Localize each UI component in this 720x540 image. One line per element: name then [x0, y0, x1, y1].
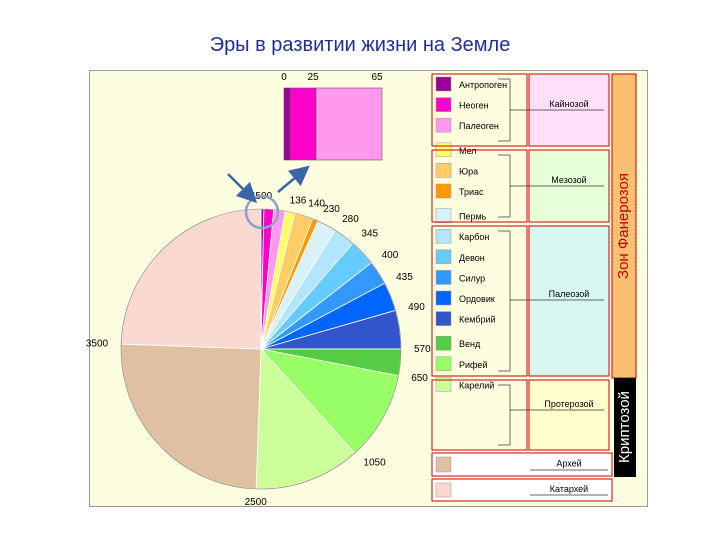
legend-swatch [435, 183, 452, 199]
era-label: Палеозой [549, 289, 590, 299]
legend-label: Рифей [459, 360, 487, 370]
era-label: Протерозой [544, 399, 593, 409]
pie-tick-label: 136 [290, 196, 307, 207]
pie-tick-label: 570 [414, 344, 431, 355]
legend-swatch [435, 117, 452, 133]
era-box [528, 379, 610, 451]
inset-segment-2 [315, 87, 383, 161]
legend-swatch [435, 311, 452, 326]
legend-label: Карелий [459, 380, 494, 390]
legend-swatch [435, 249, 452, 265]
pie-tick-label: 345 [361, 229, 378, 240]
pie-tick-label: 230 [323, 204, 340, 215]
legend-label: Неоген [459, 101, 489, 111]
legend-swatch [435, 228, 452, 244]
era-label: Мезозой [551, 175, 586, 185]
legend-label: Антропоген [459, 80, 507, 90]
legend-swatch [435, 163, 452, 178]
pie-tick-label: 435 [396, 272, 413, 283]
pie-tick-label: 2500 [245, 497, 268, 508]
legend-label: Пермь [459, 212, 487, 222]
legend-label: Силур [459, 273, 485, 283]
era-label: Катархей [550, 484, 588, 494]
pie-slice-15 [120, 343, 262, 490]
era-box [431, 478, 613, 502]
legend-swatch [435, 76, 452, 92]
pie-tick-label: 280 [342, 214, 359, 225]
legend-swatch [435, 356, 452, 372]
eon-label: Зон Фанерозоя [615, 173, 632, 279]
pie-tick-label: 650 [411, 373, 428, 384]
legend-swatch [435, 377, 452, 392]
era-label: Кайнозой [549, 99, 588, 109]
era-label: Архей [556, 459, 581, 469]
legend-label: Ордовик [459, 294, 495, 304]
legend-label: Триас [459, 187, 484, 197]
inset-segment-1 [289, 87, 317, 161]
eon-label: Криптозой [616, 391, 633, 463]
inset-label: 25 [307, 72, 319, 83]
zoom-circle [244, 194, 280, 230]
legend-label: Кембрий [459, 315, 496, 325]
legend-label: Палеоген [459, 121, 499, 131]
zoom-arrow-left [227, 173, 258, 204]
chart-title: Эры в развитии жизни на Земле [209, 34, 511, 56]
legend-swatch [435, 290, 452, 306]
era-box [528, 225, 610, 377]
legend-label: Карбон [459, 232, 489, 242]
inset-segment-0 [283, 87, 291, 161]
legend-label: Венд [459, 339, 481, 349]
eon-bar-cryptozoic [614, 378, 636, 477]
pie-tick-label: 490 [408, 302, 425, 313]
eon-bar-phanerozoic [611, 73, 637, 379]
pie-tick-label: 400 [382, 250, 399, 261]
zoom-arrow-right [277, 165, 310, 193]
legend-swatch [435, 97, 452, 112]
pie-tick-label: 3500 [86, 339, 109, 350]
legend-swatch [435, 335, 452, 351]
inset-label: 65 [371, 72, 383, 83]
legend-swatch [435, 456, 452, 473]
legend-label: Мел [459, 146, 477, 156]
pie-tick-label: 1050 [363, 458, 386, 469]
pie-slice-16 [120, 208, 262, 350]
legend-swatch [435, 208, 452, 223]
era-box [431, 452, 613, 477]
inset-label: 0 [281, 72, 287, 83]
legend-label: Девон [459, 253, 485, 263]
legend-label: Юра [459, 166, 478, 176]
legend-swatch [435, 270, 452, 285]
legend-swatch [435, 482, 452, 498]
pie-tick-label: 140 [308, 199, 325, 210]
